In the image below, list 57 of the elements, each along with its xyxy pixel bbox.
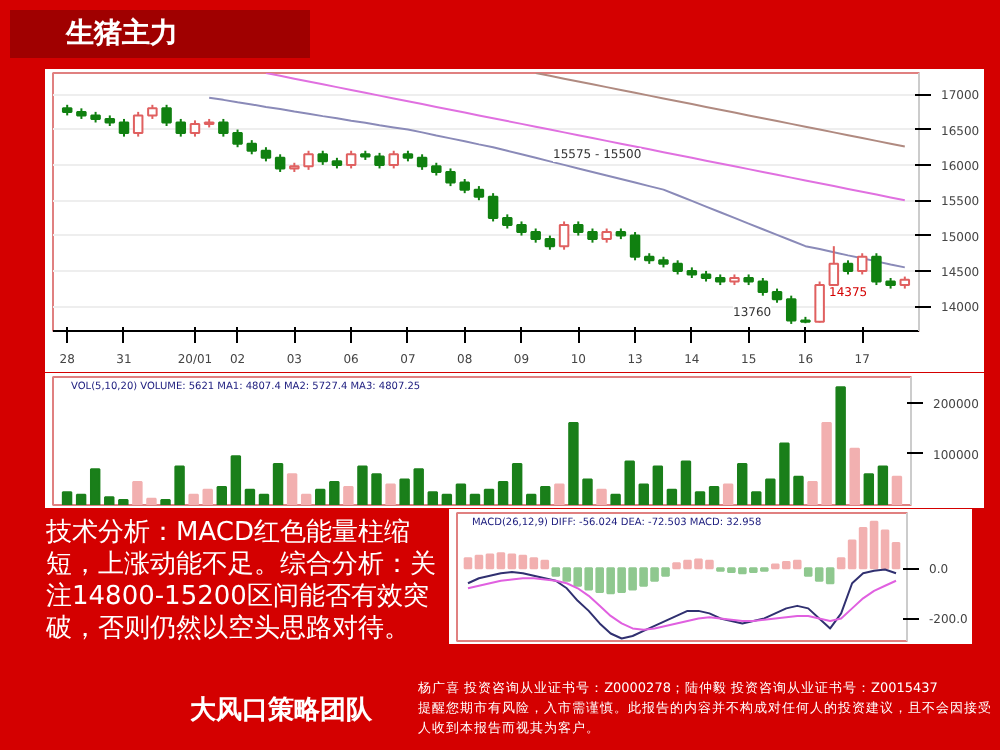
bar bbox=[300, 493, 312, 505]
bar bbox=[244, 488, 256, 505]
line-series bbox=[264, 73, 906, 202]
bar bbox=[441, 493, 453, 505]
bar bbox=[385, 483, 396, 505]
bar bbox=[596, 488, 607, 505]
candlestick bbox=[814, 280, 825, 324]
bar bbox=[736, 463, 748, 505]
candlestick bbox=[785, 294, 797, 325]
bar bbox=[455, 483, 467, 505]
bar bbox=[315, 488, 326, 505]
bar bbox=[272, 463, 284, 505]
bar bbox=[652, 465, 664, 505]
bar bbox=[526, 493, 537, 505]
bar bbox=[540, 486, 551, 505]
candlestick bbox=[856, 252, 868, 276]
bar bbox=[638, 483, 649, 505]
bar bbox=[554, 483, 565, 505]
candlestick bbox=[629, 231, 641, 262]
bar bbox=[751, 491, 762, 505]
bar bbox=[694, 491, 706, 505]
line-series bbox=[208, 96, 906, 269]
text: 技术分析：MACD红色能量柱缩短，上涨动能不足。综合分析：关注14800-15200区间能否有效突破，否则仍然以空头思路对待。 bbox=[46, 518, 438, 646]
bar bbox=[216, 486, 228, 505]
bar bbox=[680, 460, 692, 505]
bar bbox=[286, 473, 298, 505]
bar bbox=[104, 496, 115, 505]
bar bbox=[877, 465, 889, 505]
candlestick bbox=[558, 220, 570, 251]
text: 大风口策略团队 bbox=[190, 694, 372, 730]
bar bbox=[89, 468, 101, 505]
bar bbox=[666, 488, 678, 505]
bar bbox=[483, 488, 495, 505]
bar bbox=[708, 486, 720, 505]
bar bbox=[75, 493, 87, 505]
line-series bbox=[534, 73, 906, 148]
bar bbox=[891, 475, 903, 505]
chart-title: 生猪主力 bbox=[66, 15, 178, 54]
bar bbox=[230, 455, 242, 505]
bar bbox=[118, 498, 129, 505]
bar bbox=[188, 493, 199, 505]
candlestick bbox=[132, 110, 144, 138]
bar bbox=[497, 480, 509, 505]
bar bbox=[469, 493, 481, 505]
bar bbox=[722, 483, 734, 505]
candlestick bbox=[487, 192, 499, 223]
bar bbox=[849, 447, 860, 505]
bar bbox=[863, 473, 875, 505]
bar bbox=[202, 488, 213, 505]
bar bbox=[835, 386, 846, 505]
bar bbox=[427, 491, 438, 505]
bar bbox=[343, 486, 354, 505]
bar bbox=[61, 491, 73, 505]
candlestick bbox=[161, 103, 172, 128]
bar bbox=[511, 463, 523, 505]
bar bbox=[258, 493, 270, 505]
bar bbox=[329, 480, 340, 505]
